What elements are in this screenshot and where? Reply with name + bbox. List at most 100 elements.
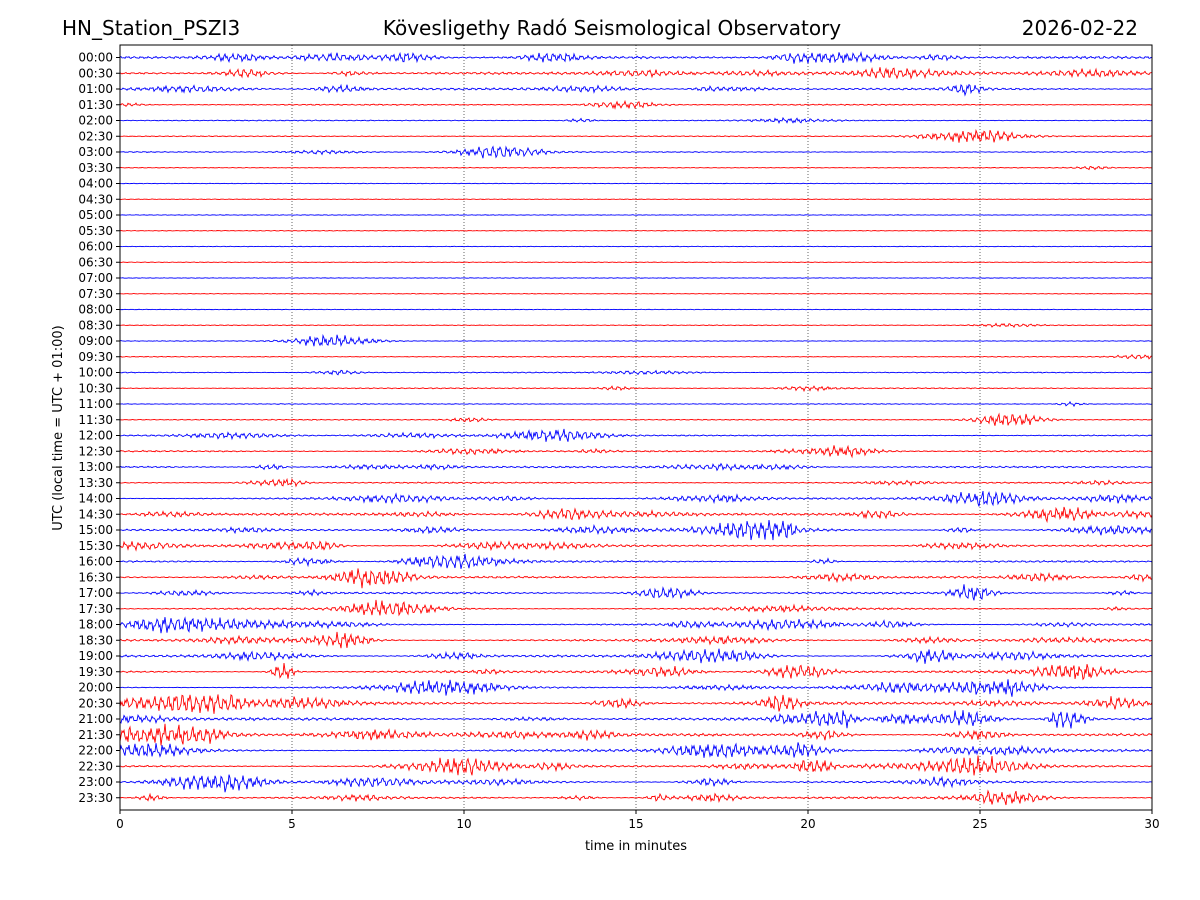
x-tick-label: 25 xyxy=(972,817,987,831)
trace-0730 xyxy=(119,292,1153,295)
y-tick-label: 20:00 xyxy=(78,681,113,695)
x-tick-label: 20 xyxy=(800,817,815,831)
y-tick-label: 04:00 xyxy=(78,177,113,191)
y-tick-label: 18:30 xyxy=(78,633,113,647)
y-tick-label: 19:30 xyxy=(78,665,113,679)
trace-1500 xyxy=(119,519,1153,541)
y-tick-label: 06:00 xyxy=(78,240,113,254)
x-axis-label: time in minutes xyxy=(585,839,687,854)
vertical-grid xyxy=(291,45,981,810)
trace-2200 xyxy=(119,742,1153,759)
trace-1730 xyxy=(120,599,1153,617)
trace-1130 xyxy=(119,412,1153,426)
y-axis-label: UTC (local time = UTC + 01:00) xyxy=(51,325,66,530)
trace-2230 xyxy=(119,755,1153,776)
plot-frame xyxy=(119,44,1153,811)
trace-2130 xyxy=(119,723,1153,746)
y-tick-label: 13:30 xyxy=(78,476,113,490)
trace-0900 xyxy=(119,333,1153,347)
trace-1900 xyxy=(119,648,1153,664)
y-tick-label: 02:30 xyxy=(78,129,113,143)
x-tick-label: 30 xyxy=(1144,817,1159,831)
y-tick-label: 08:00 xyxy=(78,303,113,317)
x-axis-ticks: 0 5 10 15 20 25 30 xyxy=(116,810,1160,831)
y-tick-label: 03:00 xyxy=(78,145,113,159)
trace-0630 xyxy=(119,261,1153,264)
y-tick-label: 03:30 xyxy=(78,161,113,175)
trace-0030 xyxy=(119,67,1153,80)
trace-0000 xyxy=(119,51,1153,64)
trace-0230 xyxy=(119,128,1153,143)
trace-0430 xyxy=(119,198,1153,201)
y-tick-label: 09:30 xyxy=(78,350,113,364)
trace-0330 xyxy=(119,165,1153,171)
y-tick-label: 22:00 xyxy=(78,744,113,758)
y-tick-label: 05:30 xyxy=(78,224,113,238)
y-tick-label: 16:30 xyxy=(78,570,113,584)
trace-1230 xyxy=(119,444,1153,459)
trace-1030 xyxy=(119,385,1153,393)
y-tick-label: 21:30 xyxy=(78,728,113,742)
station-label: HN_Station_PSZI3 xyxy=(62,16,240,40)
trace-2100 xyxy=(119,710,1153,729)
trace-1400 xyxy=(119,490,1153,507)
y-tick-label: 13:00 xyxy=(78,460,113,474)
y-tick-label: 11:00 xyxy=(78,397,113,411)
y-tick-label: 19:00 xyxy=(78,649,113,663)
trace-0200 xyxy=(119,116,1153,125)
trace-1600 xyxy=(119,553,1153,569)
x-tick-label: 15 xyxy=(628,817,643,831)
trace-1530 xyxy=(119,540,1153,552)
x-tick-label: 5 xyxy=(288,817,296,831)
y-tick-label: 23:30 xyxy=(78,791,113,805)
trace-1930 xyxy=(119,662,1153,681)
trace-1630 xyxy=(119,568,1153,589)
y-tick-label: 16:00 xyxy=(78,555,113,569)
y-tick-label: 14:30 xyxy=(78,507,113,521)
trace-0400 xyxy=(119,182,1153,185)
y-tick-label: 07:30 xyxy=(78,287,113,301)
y-tick-label: 10:00 xyxy=(78,366,113,380)
trace-0530 xyxy=(119,229,1153,232)
trace-2330 xyxy=(119,789,1153,806)
trace-1700 xyxy=(119,584,1153,601)
trace-0100 xyxy=(119,83,1153,97)
trace-1430 xyxy=(119,506,1153,524)
trace-0500 xyxy=(119,214,1153,216)
trace-2030 xyxy=(119,694,1153,714)
trace-1800 xyxy=(119,616,1153,634)
y-tick-label: 06:30 xyxy=(78,255,113,269)
y-tick-label: 12:30 xyxy=(78,444,113,458)
y-tick-label: 14:00 xyxy=(78,492,113,506)
y-tick-label: 04:30 xyxy=(78,192,113,206)
trace-1200 xyxy=(119,428,1153,442)
trace-1330 xyxy=(119,477,1153,488)
y-tick-label: 11:30 xyxy=(78,413,113,427)
trace-1000 xyxy=(119,369,1153,376)
y-tick-label: 08:30 xyxy=(78,318,113,332)
y-tick-label: 07:00 xyxy=(78,271,113,285)
y-tick-label: 00:30 xyxy=(78,66,113,80)
x-tick-label: 0 xyxy=(116,817,124,831)
y-tick-label: 20:30 xyxy=(78,696,113,710)
trace-0130 xyxy=(119,99,1153,110)
y-tick-label: 01:00 xyxy=(78,82,113,96)
y-tick-label: 15:30 xyxy=(78,539,113,553)
trace-0830 xyxy=(119,322,1153,329)
y-tick-label: 17:30 xyxy=(78,602,113,616)
trace-0700 xyxy=(119,277,1152,279)
x-tick-label: 10 xyxy=(456,817,471,831)
date-label: 2026-02-22 xyxy=(1022,16,1138,40)
y-tick-label: 22:30 xyxy=(78,759,113,773)
y-tick-label: 23:00 xyxy=(78,775,113,789)
y-tick-label: 01:30 xyxy=(78,98,113,112)
trace-1830 xyxy=(119,631,1153,649)
trace-1100 xyxy=(119,400,1153,408)
y-tick-label: 10:30 xyxy=(78,381,113,395)
trace-0930 xyxy=(119,353,1153,360)
trace-0800 xyxy=(119,308,1153,311)
chart-title: Kövesligethy Radó Seismological Observat… xyxy=(383,16,841,40)
y-tick-label: 05:00 xyxy=(78,208,113,222)
trace-group xyxy=(119,51,1153,806)
